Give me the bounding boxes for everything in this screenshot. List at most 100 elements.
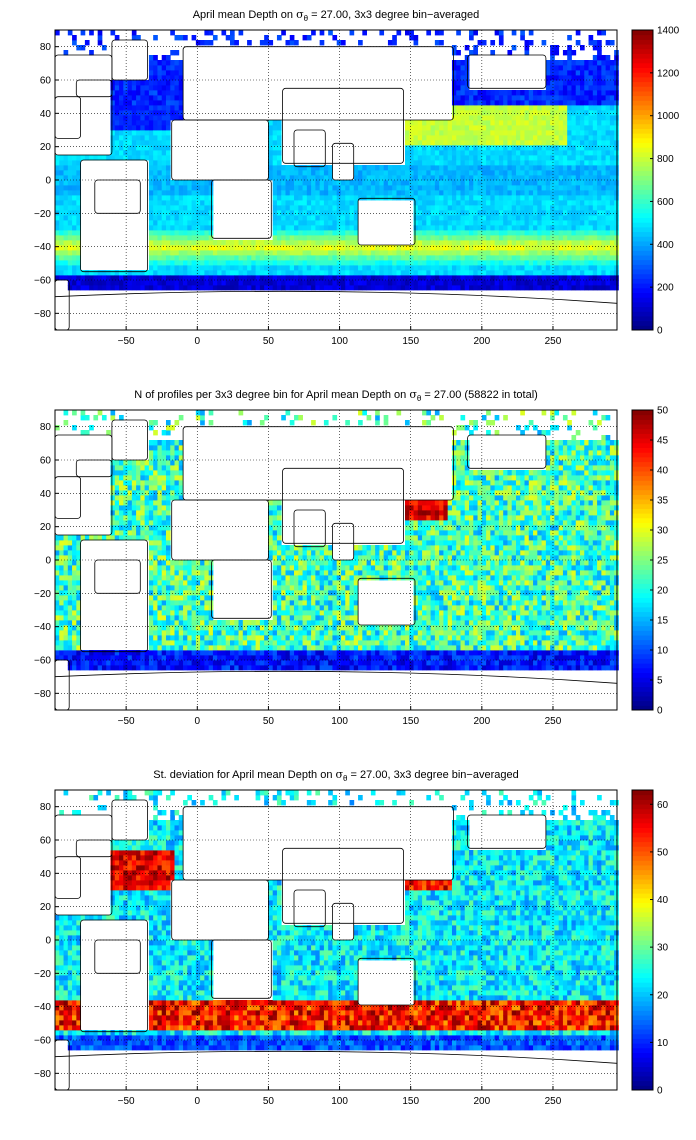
data-cell bbox=[605, 215, 611, 221]
data-cell bbox=[153, 565, 158, 571]
data-cell bbox=[191, 250, 197, 256]
data-cell bbox=[567, 240, 572, 246]
data-cell bbox=[114, 535, 120, 541]
data-cell bbox=[323, 260, 329, 266]
data-cell bbox=[289, 175, 295, 181]
data-cell bbox=[537, 175, 542, 181]
data-cell bbox=[178, 475, 184, 481]
data-cell bbox=[76, 660, 82, 666]
data-cell bbox=[434, 220, 440, 226]
data-cell bbox=[55, 630, 60, 636]
data-cell bbox=[439, 160, 444, 166]
data-cell bbox=[268, 150, 274, 156]
data-cell bbox=[191, 210, 197, 216]
data-cell bbox=[451, 245, 457, 251]
data-cell bbox=[119, 665, 124, 671]
data-cell bbox=[490, 95, 496, 101]
data-cell bbox=[524, 280, 530, 286]
colorbar-step bbox=[632, 128, 653, 134]
data-cell bbox=[178, 640, 184, 646]
data-cell bbox=[503, 160, 508, 166]
data-cell bbox=[340, 245, 346, 251]
data-cell bbox=[464, 105, 470, 111]
data-cell bbox=[144, 125, 150, 131]
data-cell bbox=[498, 210, 504, 216]
data-cell bbox=[76, 615, 82, 621]
data-cell bbox=[451, 65, 457, 71]
data-cell bbox=[110, 105, 116, 111]
data-cell bbox=[311, 210, 316, 216]
data-cell bbox=[575, 140, 581, 146]
data-cell bbox=[204, 235, 210, 241]
data-cell bbox=[413, 135, 419, 141]
data-cell bbox=[157, 230, 163, 236]
data-cell bbox=[294, 195, 299, 201]
data-cell bbox=[157, 565, 163, 571]
data-cell bbox=[289, 210, 295, 216]
data-cell bbox=[183, 635, 188, 641]
data-cell bbox=[306, 195, 312, 201]
data-cell bbox=[545, 65, 551, 71]
data-cell bbox=[136, 275, 141, 281]
data-cell bbox=[165, 195, 171, 201]
data-cell bbox=[153, 250, 158, 256]
data-cell bbox=[306, 265, 312, 271]
data-cell bbox=[571, 105, 577, 111]
data-cell bbox=[477, 170, 483, 176]
data-cell bbox=[524, 265, 530, 271]
data-cell bbox=[498, 265, 504, 271]
data-cell bbox=[178, 625, 184, 631]
data-cell bbox=[430, 140, 436, 146]
data-cell bbox=[165, 480, 171, 486]
data-cell bbox=[494, 100, 500, 106]
data-cell bbox=[524, 140, 530, 146]
data-cell bbox=[562, 170, 568, 176]
data-cell bbox=[67, 220, 73, 226]
data-cell bbox=[592, 100, 598, 106]
data-cell bbox=[460, 265, 466, 271]
data-cell bbox=[178, 600, 184, 606]
data-cell bbox=[276, 220, 282, 226]
data-cell bbox=[306, 170, 312, 176]
data-cell bbox=[255, 255, 261, 261]
data-cell bbox=[238, 30, 244, 36]
data-cell bbox=[148, 595, 154, 601]
colorbar-step bbox=[632, 255, 653, 261]
data-cell bbox=[247, 245, 252, 251]
data-cell bbox=[72, 600, 77, 606]
data-cell bbox=[558, 285, 564, 291]
data-cell bbox=[460, 210, 466, 216]
data-cell bbox=[306, 165, 312, 171]
data-cell bbox=[272, 165, 278, 171]
data-cell bbox=[515, 200, 521, 206]
y-tick-label: −20 bbox=[34, 209, 51, 220]
data-cell bbox=[430, 265, 436, 271]
data-cell bbox=[110, 410, 116, 416]
data-cell bbox=[195, 570, 201, 576]
data-cell bbox=[592, 95, 598, 101]
data-cell bbox=[520, 225, 525, 231]
data-cell bbox=[264, 40, 269, 46]
data-cell bbox=[131, 130, 137, 136]
data-cell bbox=[323, 170, 329, 176]
data-cell bbox=[597, 40, 602, 46]
data-cell bbox=[247, 265, 252, 271]
data-cell bbox=[217, 635, 222, 641]
data-cell bbox=[63, 610, 69, 616]
data-cell bbox=[609, 230, 615, 236]
data-cell bbox=[101, 655, 107, 661]
data-cell bbox=[336, 280, 342, 286]
data-cell bbox=[477, 240, 483, 246]
data-cell bbox=[396, 195, 402, 201]
data-cell bbox=[195, 660, 201, 666]
data-cell bbox=[332, 195, 338, 201]
data-cell bbox=[554, 165, 560, 171]
data-cell bbox=[567, 200, 572, 206]
data-cell bbox=[72, 235, 77, 241]
data-cell bbox=[127, 150, 133, 156]
data-cell bbox=[541, 240, 547, 246]
data-cell bbox=[161, 235, 167, 241]
data-cell bbox=[153, 660, 158, 666]
data-cell bbox=[379, 255, 385, 261]
data-cell bbox=[345, 285, 350, 291]
